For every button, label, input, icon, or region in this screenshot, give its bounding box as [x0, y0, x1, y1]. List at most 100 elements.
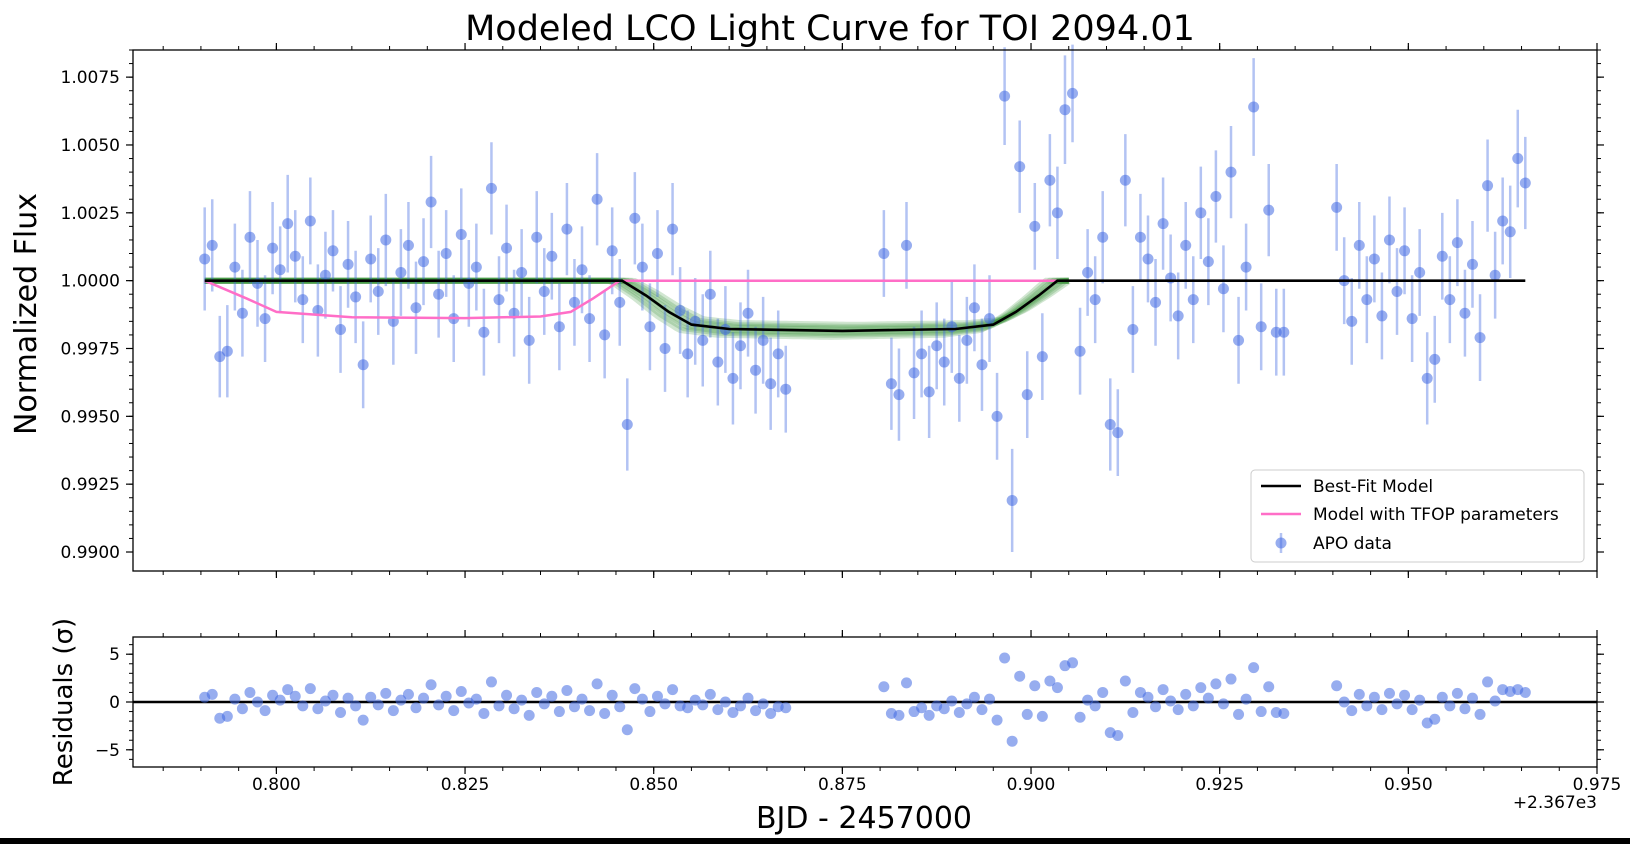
apo-data-point — [984, 313, 996, 325]
residual-point — [1406, 704, 1418, 716]
residual-points — [199, 652, 1531, 747]
residual-point — [1338, 696, 1350, 708]
residual-point — [244, 686, 256, 698]
residual-point — [1097, 686, 1109, 698]
residual-point — [682, 702, 694, 714]
residual-point — [1142, 691, 1154, 703]
apo-data-point — [1225, 166, 1237, 178]
apo-data-point — [478, 326, 490, 338]
residual-point — [289, 690, 301, 702]
apo-data-point — [1210, 191, 1222, 203]
x-axis-tick-labels: 0.800 0.825 0.850 0.875 0.900 0.925 0.950 0.975 — [252, 775, 1621, 795]
main-plot-panel: 1.0075 1.0050 1.0025 1.0000 0.9975 0.9950 0.99… — [61, 43, 1604, 578]
apo-data-point — [289, 250, 301, 262]
residual-point — [1180, 688, 1192, 700]
residual-point — [1331, 680, 1343, 692]
apo-data-point — [433, 288, 445, 300]
residual-point — [402, 688, 414, 700]
apo-data-point — [1466, 258, 1478, 270]
apo-data-point — [968, 302, 980, 314]
apo-data-point — [1383, 234, 1395, 246]
residual-point — [327, 689, 339, 701]
apo-data-point — [1497, 215, 1509, 227]
residual-point — [991, 714, 1003, 726]
apo-data-point — [901, 239, 913, 251]
apo-data-point — [372, 286, 384, 298]
residual-point — [259, 705, 271, 717]
apo-data-point — [1172, 310, 1184, 322]
apo-data-point — [365, 253, 377, 265]
residual-point — [953, 707, 965, 719]
apo-data-point — [244, 231, 256, 243]
y-tick-label: 1.0075 — [61, 68, 120, 88]
residual-point — [1233, 708, 1245, 720]
apo-data-point — [553, 321, 565, 333]
residual-point — [599, 707, 611, 719]
apo-data-point — [455, 229, 467, 241]
residual-point — [448, 705, 460, 717]
apo-data-point — [493, 294, 505, 306]
apo-data-point — [538, 286, 550, 298]
residual-point — [319, 695, 331, 707]
residual-point — [727, 707, 739, 719]
residual-point — [568, 701, 580, 713]
ensemble-model-line — [204, 277, 1070, 330]
apo-data-point — [1044, 174, 1056, 186]
residual-point — [629, 683, 641, 695]
residual-point — [478, 707, 490, 719]
apo-data-point — [636, 261, 648, 273]
residual-point — [1444, 700, 1456, 712]
residual-point — [365, 691, 377, 703]
apo-data-point — [274, 264, 286, 276]
apo-data-point — [1376, 310, 1388, 322]
legend-apo-label: APO data — [1313, 534, 1392, 554]
model-lines — [204, 279, 1526, 333]
residual-point — [1383, 687, 1395, 699]
residual-point — [440, 690, 452, 702]
apo-data-point — [1444, 294, 1456, 306]
bottom-border — [0, 838, 1630, 844]
residual-point — [1474, 708, 1486, 720]
apo-data-point — [1512, 153, 1524, 165]
apo-data-point — [953, 372, 965, 384]
apo-data-point — [1202, 256, 1214, 268]
residual-point — [380, 687, 392, 699]
residual-point — [395, 694, 407, 706]
apo-data-point — [659, 342, 671, 354]
apo-data-point — [916, 348, 928, 360]
residual-point — [546, 690, 558, 702]
residual-point — [297, 700, 309, 712]
apo-data-point — [1014, 161, 1026, 173]
apo-data-point — [1504, 226, 1516, 238]
main-y-axis-label: Normalized Flux — [9, 193, 44, 435]
residual-point — [561, 685, 573, 697]
residual-point — [523, 709, 535, 721]
apo-data-point — [418, 256, 430, 268]
residual-point — [1459, 703, 1471, 715]
apo-data-point — [1217, 283, 1229, 295]
apo-data-point — [651, 248, 663, 260]
residual-point — [893, 709, 905, 721]
residual-point — [1112, 729, 1124, 741]
legend-best-fit-label: Best-Fit Model — [1313, 477, 1433, 497]
residual-point — [418, 692, 430, 704]
apo-data-point — [1104, 418, 1116, 430]
apo-data-point — [614, 296, 626, 308]
y-tick-label: 1.0025 — [61, 204, 120, 224]
x-tick-label: 0.875 — [818, 775, 867, 795]
residual-point — [387, 705, 399, 717]
residual-point — [538, 698, 550, 710]
apo-data-point — [908, 367, 920, 379]
apo-data-point — [1006, 494, 1018, 506]
apo-data-point — [1361, 294, 1373, 306]
apo-data-point — [1353, 239, 1365, 251]
residual-point — [1361, 700, 1373, 712]
residual-point — [252, 696, 264, 708]
apo-data-point — [893, 389, 905, 401]
apo-data-point — [999, 90, 1011, 102]
y-tick-label: 0.9975 — [61, 339, 120, 359]
residual-point — [1165, 695, 1177, 707]
x-tick-label: 0.925 — [1195, 775, 1244, 795]
residual-point — [1255, 706, 1267, 718]
